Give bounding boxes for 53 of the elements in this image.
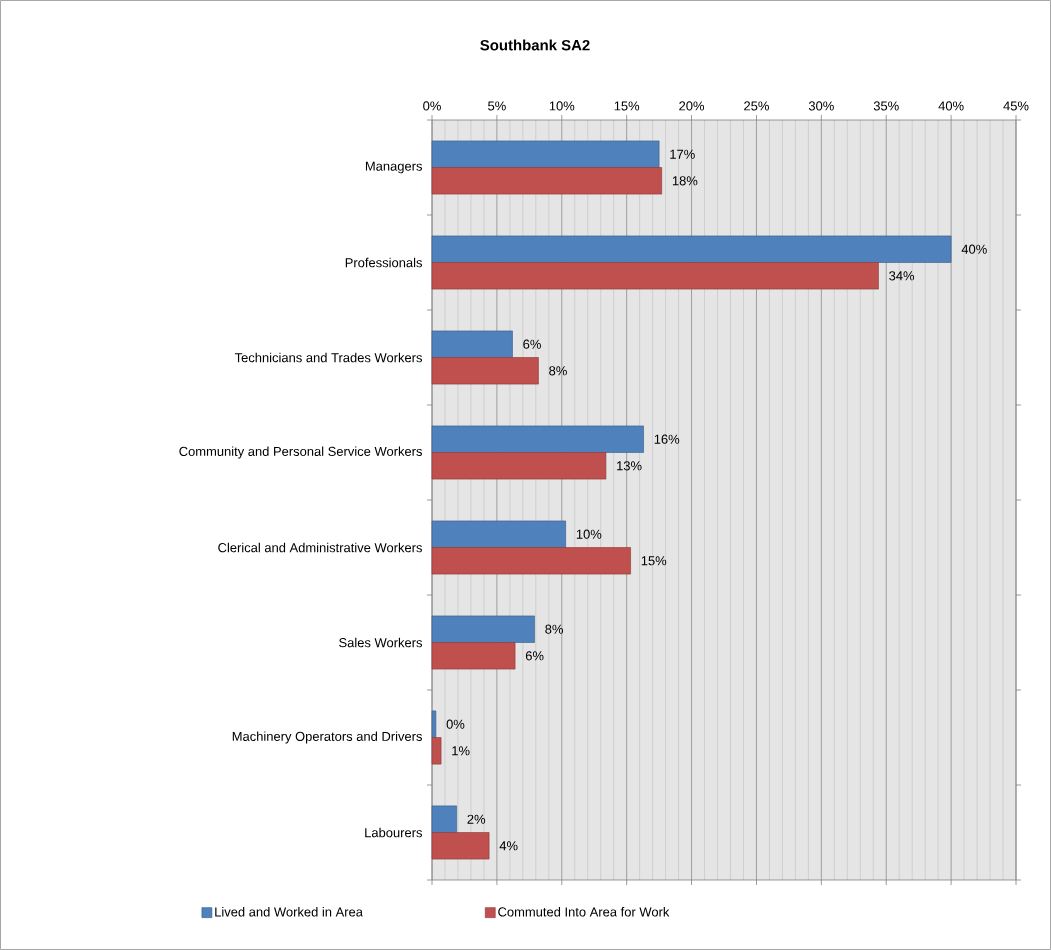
- data-label: 17%: [670, 149, 695, 159]
- data-label: 13%: [617, 461, 642, 471]
- y-tick-label: Managers: [365, 161, 423, 174]
- bar: [431, 330, 513, 358]
- bar: [431, 642, 516, 670]
- bar: [431, 737, 442, 765]
- data-label: 34%: [889, 271, 915, 281]
- bar: [431, 140, 660, 168]
- y-tick-label: Machinery Operators and Drivers: [232, 731, 422, 744]
- y-tick-label: Labourers: [365, 827, 423, 838]
- bar: [431, 520, 566, 548]
- bar: [431, 235, 952, 263]
- bar: [431, 452, 607, 480]
- legend-label: Lived and Worked in Area: [215, 906, 363, 917]
- bar: [431, 547, 631, 575]
- bar: [431, 425, 644, 453]
- x-tick-label: 0%: [423, 101, 441, 111]
- y-tick-label: Sales Workers: [339, 637, 423, 648]
- data-label: 16%: [654, 434, 680, 444]
- data-label: 6%: [525, 651, 544, 661]
- data-label: 1%: [452, 746, 470, 756]
- data-label: 8%: [549, 366, 567, 376]
- bar: [431, 710, 437, 738]
- y-tick-label: Professionals: [345, 257, 423, 268]
- data-label: 0%: [446, 719, 465, 729]
- data-label: 6%: [523, 339, 541, 349]
- y-tick-label: Community and Personal Service Workers: [179, 446, 422, 459]
- data-label: 15%: [641, 556, 667, 566]
- x-tick-label: 20%: [679, 101, 705, 111]
- x-tick-label: 5%: [488, 101, 506, 111]
- chart-title: Southbank SA2: [480, 39, 590, 51]
- data-label: 4%: [499, 841, 518, 851]
- x-tick-label: 40%: [938, 101, 964, 111]
- data-label: 2%: [467, 814, 486, 824]
- x-tick-label: 35%: [873, 101, 899, 111]
- data-label: 18%: [672, 176, 698, 186]
- bar: [431, 167, 663, 195]
- x-tick-label: 30%: [808, 101, 834, 111]
- x-tick-label: 45%: [1003, 101, 1029, 111]
- x-tick-label: 15%: [614, 101, 640, 111]
- bar: [431, 615, 535, 643]
- y-tick-label: Technicians and Trades Workers: [234, 352, 422, 363]
- x-tick-label: 25%: [744, 101, 769, 111]
- bar: [431, 262, 879, 290]
- legend-label: Commuted Into Area for Work: [498, 906, 670, 917]
- x-tick-label: 10%: [549, 101, 575, 111]
- y-tick-label: Clerical and Administrative Workers: [218, 542, 422, 553]
- data-label: 10%: [576, 529, 602, 539]
- bar: [431, 357, 539, 385]
- data-label: 40%: [961, 244, 987, 254]
- bar: [431, 805, 457, 833]
- bar: [431, 832, 490, 860]
- data-label: 8%: [545, 624, 563, 634]
